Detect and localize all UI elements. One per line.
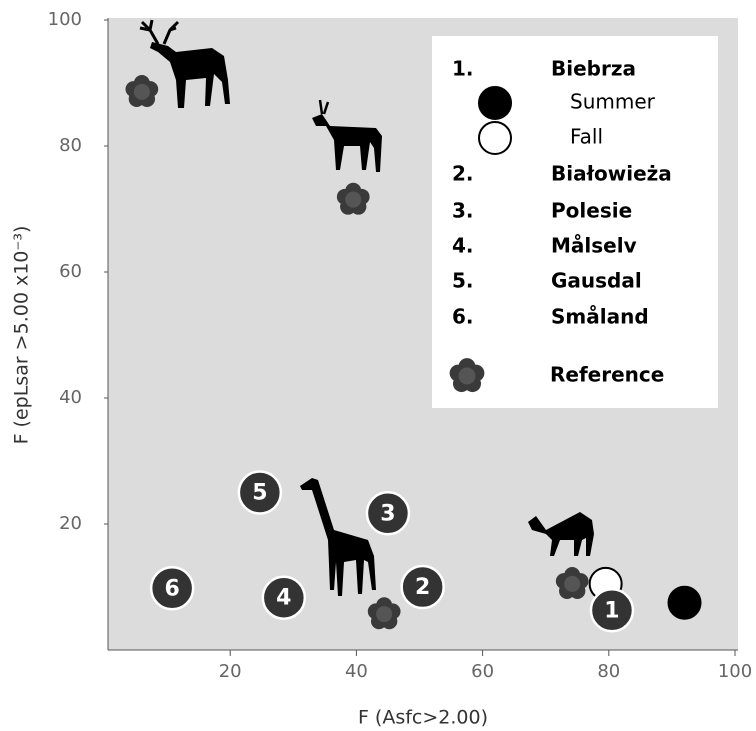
- legend-site: Gausdal: [551, 269, 642, 293]
- y-tick-label: 100: [48, 9, 82, 30]
- legend-site: Målselv: [551, 234, 637, 258]
- legend-number: 1.: [452, 57, 474, 81]
- legend-marker: [479, 122, 511, 154]
- legend-site: Polesie: [551, 199, 632, 223]
- y-tick-label: 80: [59, 135, 82, 156]
- y-tick-label: 60: [59, 261, 82, 282]
- site-point: 1: [591, 589, 633, 631]
- legend-label: Fall: [570, 125, 603, 149]
- x-tick-label: 100: [718, 661, 752, 682]
- legend-site: Biebrza: [551, 57, 636, 81]
- site-label: 3: [380, 501, 395, 526]
- season-point: [669, 587, 701, 619]
- site-label: 1: [604, 598, 619, 623]
- legend-label: Reference: [550, 363, 664, 387]
- rosette-center: [134, 84, 150, 100]
- site-label: 6: [164, 576, 179, 601]
- y-tick-label: 20: [59, 513, 82, 534]
- x-tick-label: 60: [471, 661, 494, 682]
- site-label: 4: [276, 586, 291, 611]
- x-tick-label: 80: [597, 661, 620, 682]
- legend-number: 6.: [452, 305, 474, 329]
- rosette-center: [459, 368, 476, 385]
- site-point: 2: [402, 566, 444, 608]
- site-label: 5: [252, 481, 267, 506]
- x-tick-label: 20: [219, 661, 242, 682]
- site-point: 3: [367, 492, 409, 534]
- site-point: 5: [239, 472, 281, 514]
- site-point: 4: [263, 577, 305, 619]
- x-tick-label: 40: [345, 661, 368, 682]
- site-point: 6: [151, 567, 193, 609]
- rosette-center: [564, 576, 580, 592]
- rosette-center: [345, 192, 361, 208]
- site-label: 2: [415, 575, 430, 600]
- legend-number: 3.: [452, 199, 474, 223]
- legend-label: Summer: [570, 90, 656, 114]
- y-axis-label: F (epLsar >5.00 x10⁻³): [11, 226, 33, 445]
- legend-number: 4.: [452, 234, 474, 258]
- legend-site: Småland: [551, 305, 649, 329]
- legend-marker: [479, 87, 511, 119]
- chart: F (Asfc>2.00) F (epLsar >5.00 x10⁻³) 20 4…: [0, 0, 756, 731]
- rosette-center: [376, 606, 392, 622]
- legend-site: Białowieża: [551, 162, 672, 186]
- legend-number: 5.: [452, 269, 474, 293]
- y-tick-label: 40: [59, 387, 82, 408]
- legend-number: 2.: [452, 162, 474, 186]
- x-axis-label: F (Asfc>2.00): [358, 707, 488, 729]
